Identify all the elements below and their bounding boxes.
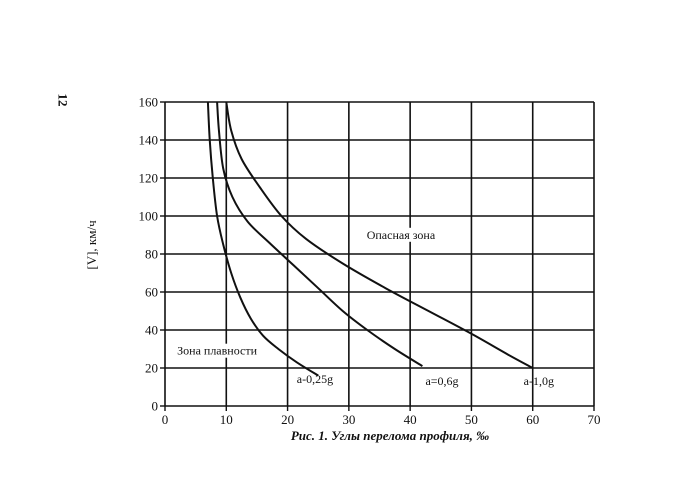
series-line-1 <box>216 101 423 367</box>
axes <box>160 101 595 411</box>
annotation-bg-0 <box>360 227 442 242</box>
y-tick-label-60: 60 <box>145 285 158 300</box>
x-tick-label-50: 50 <box>465 412 478 427</box>
y-tick-label-120: 120 <box>139 171 159 186</box>
y-tick-label-40: 40 <box>145 323 158 338</box>
tick-labels: 0 10 20 30 40 50 60 70 0 20 40 60 80 100 120 140 160 <box>139 95 601 428</box>
grid <box>164 101 595 407</box>
x-tick-label-40: 40 <box>404 412 417 427</box>
series-lines <box>206 101 534 377</box>
figure-caption: Рис. 1. Углы перелома профиля, ‰ <box>290 428 490 443</box>
x-tick-label-10: 10 <box>220 412 233 427</box>
y-tick-label-160: 160 <box>139 95 159 110</box>
annotation-0: Опасная зона <box>367 228 436 242</box>
series-label-1: a=0,6g <box>425 374 458 388</box>
x-tick-label-70: 70 <box>588 412 601 427</box>
y-axis-label: [V], км/ч <box>84 220 99 270</box>
x-tick-label-0: 0 <box>162 412 169 427</box>
y-tick-label-20: 20 <box>145 361 158 376</box>
x-tick-label-20: 20 <box>281 412 294 427</box>
annotation-bg-1 <box>170 343 264 358</box>
series-line-0 <box>206 101 319 377</box>
y-tick-label-100: 100 <box>139 209 159 224</box>
y-tick-label-0: 0 <box>152 399 159 414</box>
series-label-2: a-1,0g <box>524 374 554 388</box>
series-line-2 <box>225 101 534 369</box>
series-labels: a-0,25g a=0,6g a-1,0g Опасная зона Зона плав… <box>170 227 554 388</box>
x-tick-label-30: 30 <box>342 412 355 427</box>
series-label-0: a-0,25g <box>297 372 333 386</box>
y-tick-label-140: 140 <box>139 133 159 148</box>
annotation-1: Зона плавности <box>177 344 257 358</box>
x-tick-label-60: 60 <box>526 412 539 427</box>
y-tick-label-80: 80 <box>145 247 158 262</box>
